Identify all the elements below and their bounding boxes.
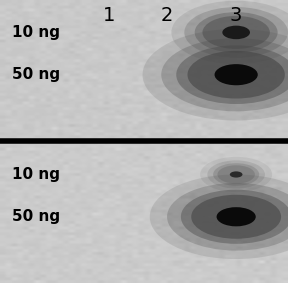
Text: 3: 3 [230,6,242,25]
Circle shape [181,190,288,244]
Circle shape [176,45,288,104]
Circle shape [150,175,288,259]
Circle shape [184,7,288,58]
Text: 50 ng: 50 ng [12,67,60,82]
Circle shape [171,1,288,64]
Circle shape [230,171,242,177]
Text: 50 ng: 50 ng [12,209,60,224]
Circle shape [207,160,265,188]
Circle shape [161,38,288,111]
Text: 10 ng: 10 ng [12,167,60,182]
Circle shape [195,12,278,53]
Circle shape [200,157,272,192]
Circle shape [202,16,270,49]
Circle shape [213,163,259,186]
Circle shape [191,195,281,239]
Text: 1: 1 [103,6,115,25]
Circle shape [215,64,258,85]
Circle shape [187,51,285,98]
Circle shape [143,29,288,121]
Text: 2: 2 [161,6,173,25]
Circle shape [222,26,250,39]
Circle shape [217,207,256,226]
Text: 10 ng: 10 ng [12,25,60,40]
Circle shape [167,183,288,250]
Circle shape [217,165,255,184]
